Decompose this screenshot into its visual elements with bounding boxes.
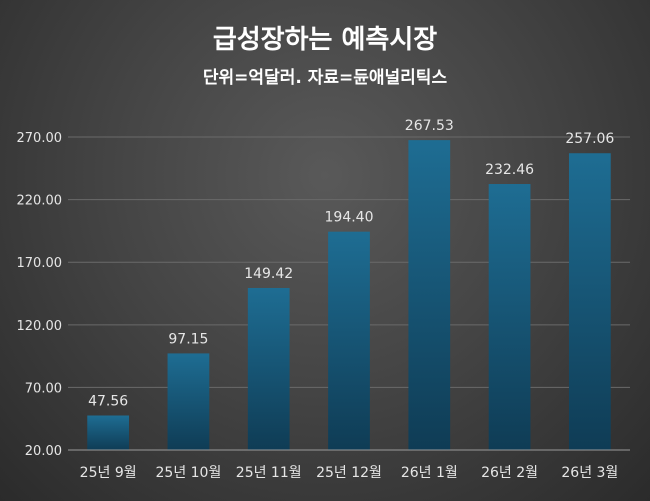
bar bbox=[408, 140, 451, 451]
data-label: 47.56 bbox=[88, 393, 128, 409]
y-tick-label: 70.00 bbox=[25, 381, 62, 396]
x-category-label: 26년 3월 bbox=[561, 465, 618, 481]
data-labels: 47.56 97.15 149.42 194.40 267.53 232.46 257.06 bbox=[88, 118, 614, 409]
y-tick-label: 220.00 bbox=[17, 194, 63, 209]
chart-title: 급성장하는 예측시장 bbox=[213, 25, 437, 55]
bars bbox=[87, 140, 611, 451]
y-tick-label: 270.00 bbox=[17, 131, 63, 146]
data-label: 194.40 bbox=[325, 210, 374, 226]
y-tick-label: 120.00 bbox=[17, 319, 63, 334]
bar bbox=[167, 353, 210, 450]
x-category-label: 26년 2월 bbox=[481, 465, 538, 481]
data-label: 267.53 bbox=[405, 118, 454, 134]
data-label: 232.46 bbox=[485, 162, 534, 178]
data-label: 97.15 bbox=[168, 331, 208, 347]
x-category-label: 25년 12월 bbox=[316, 465, 382, 481]
x-axis-categories: 25년 9월 25년 10월 25년 11월 25년 12월 26년 1월 26년 2월 2… bbox=[80, 465, 619, 481]
bar bbox=[247, 287, 290, 450]
x-category-label: 26년 1월 bbox=[401, 465, 458, 481]
bar bbox=[328, 231, 370, 450]
y-tick-label: 170.00 bbox=[17, 256, 63, 271]
x-category-label: 25년 9월 bbox=[80, 465, 137, 481]
chart-subtitle: 단위=억달러. 자료=듄애널리틱스 bbox=[203, 67, 448, 88]
x-category-label: 25년 10월 bbox=[156, 465, 222, 481]
x-category-label: 25년 11월 bbox=[236, 465, 302, 481]
bar bbox=[488, 184, 531, 450]
bar bbox=[87, 415, 130, 450]
y-axis-ticks: 20.00 70.00 120.00 170.00 220.00 270.00 bbox=[17, 131, 63, 459]
data-label: 257.06 bbox=[565, 131, 614, 147]
bar bbox=[568, 153, 611, 450]
y-tick-label: 20.00 bbox=[25, 444, 62, 459]
data-label: 149.42 bbox=[244, 266, 293, 282]
